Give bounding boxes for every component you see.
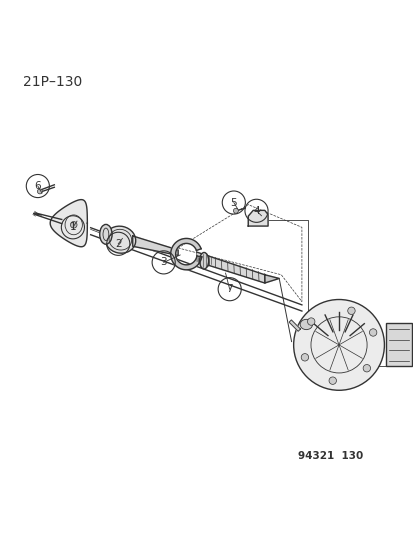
Text: 4: 4	[253, 206, 259, 216]
Circle shape	[328, 377, 336, 384]
Text: 21P–130: 21P–130	[23, 75, 83, 88]
Text: 7: 7	[226, 284, 233, 294]
Polygon shape	[288, 320, 300, 332]
Ellipse shape	[299, 319, 312, 329]
Polygon shape	[385, 324, 411, 366]
Text: 94321  130: 94321 130	[297, 451, 362, 461]
Ellipse shape	[199, 253, 208, 269]
Circle shape	[307, 318, 314, 325]
Circle shape	[301, 353, 308, 361]
Circle shape	[368, 329, 376, 336]
Text: 3: 3	[160, 257, 166, 268]
Polygon shape	[264, 274, 278, 283]
Text: 5: 5	[230, 198, 237, 207]
Circle shape	[37, 189, 42, 194]
Polygon shape	[133, 236, 178, 255]
Polygon shape	[196, 252, 264, 283]
Circle shape	[233, 208, 238, 213]
Polygon shape	[170, 238, 201, 270]
Text: 6: 6	[34, 181, 41, 191]
Text: 1: 1	[69, 222, 76, 232]
Ellipse shape	[105, 226, 135, 253]
Circle shape	[70, 222, 77, 228]
Polygon shape	[248, 211, 268, 226]
Text: 2: 2	[115, 239, 121, 249]
Circle shape	[293, 300, 384, 390]
Ellipse shape	[100, 224, 112, 244]
Polygon shape	[50, 200, 87, 247]
Circle shape	[347, 307, 354, 314]
Circle shape	[362, 365, 370, 372]
